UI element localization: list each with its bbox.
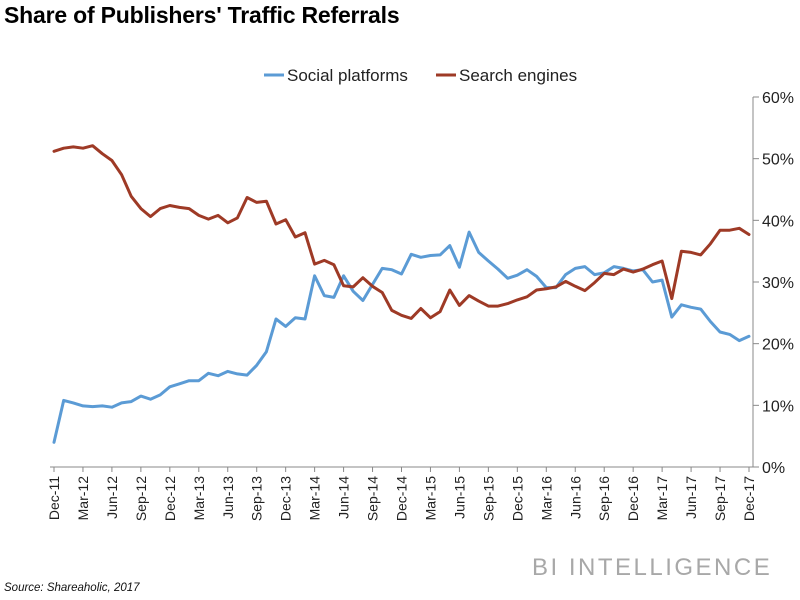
y-tick-label: 50% [762,152,794,169]
x-tick-label: Dec-13 [278,476,294,521]
x-tick-label: Jun-17 [683,476,699,519]
y-tick-label: 20% [762,337,794,354]
x-ticks: Dec-11 Mar-12 Jun-12 Sep-12 Dec-12 Mar-13 Jun-… [46,467,757,521]
x-tick-label: Dec-17 [741,476,757,521]
x-tick-label: Sep-14 [365,476,381,521]
x-tick-label: Mar-12 [75,476,91,521]
x-tick-label: Mar-15 [422,476,438,521]
series-line-social [52,230,751,444]
source-note: Source: Shareaholic, 2017 [4,582,140,594]
legend: Social platforms Search engines [264,66,577,85]
x-tick-label: Jun-13 [220,476,236,519]
y-tick-label: 40% [762,213,794,230]
x-tick-label: Sep-17 [712,476,728,521]
y-tick-label: 60% [762,90,794,107]
x-tick-label: Dec-15 [509,476,525,521]
x-tick-label: Mar-14 [307,476,323,521]
x-tick-label: Jun-12 [104,476,120,519]
x-tick-label: Dec-14 [394,476,410,521]
y-tick-label: 30% [762,275,794,292]
series-line-search [52,144,751,320]
legend-label-social: Social platforms [287,66,408,85]
y-ticks: 0% 10% 20% 30% 40% 50% 60% [753,90,794,477]
x-tick-label: Jun-14 [336,476,352,519]
x-tick-label: Mar-16 [538,476,554,521]
x-tick-label: Dec-11 [46,476,62,520]
x-tick-label: Dec-12 [162,476,178,521]
x-tick-label: Mar-13 [191,476,207,521]
x-tick-label: Mar-17 [654,476,670,521]
y-tick-label: 10% [762,398,794,415]
x-tick-label: Sep-12 [133,476,149,521]
x-tick-label: Sep-16 [596,476,612,521]
y-tick-label: 0% [762,460,785,477]
brand-logo: BI INTELLIGENCE [532,554,773,581]
x-tick-label: Sep-15 [480,476,496,521]
x-tick-label: Sep-13 [249,476,265,521]
x-tick-label: Jun-15 [451,476,467,519]
chart-title: Share of Publishers' Traffic Referrals [4,2,400,28]
series-layer [52,144,751,444]
legend-label-search: Search engines [459,66,577,85]
x-tick-label: Jun-16 [567,476,583,519]
x-tick-label: Dec-16 [625,476,641,521]
